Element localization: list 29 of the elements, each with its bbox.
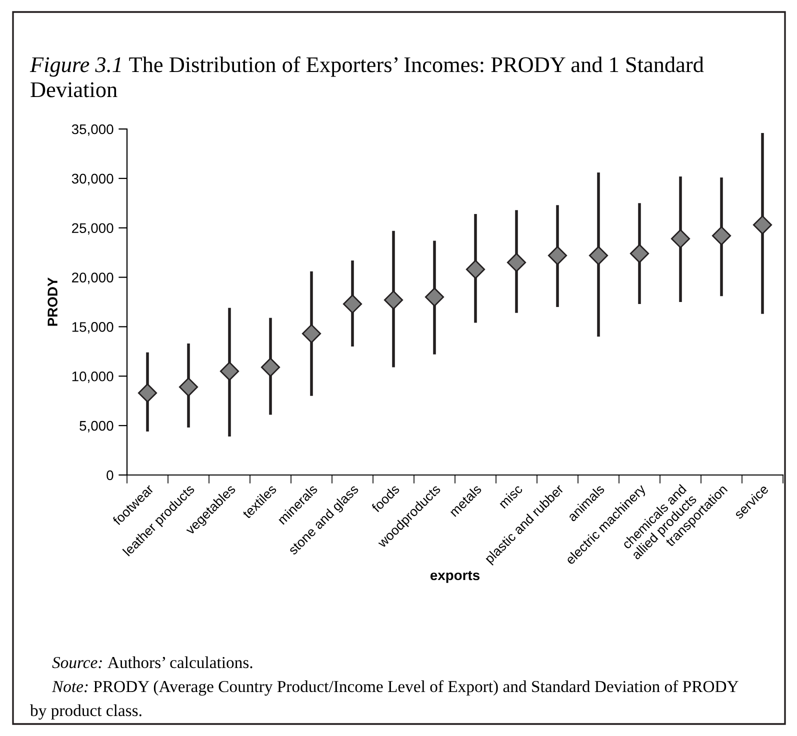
point (220, 362, 240, 381)
point (506, 252, 526, 272)
source-note: Source: Authors’ calculations. (52, 656, 252, 668)
point (712, 226, 732, 246)
point (342, 294, 362, 314)
y-tick-label: 25,000 (72, 223, 114, 235)
point (588, 246, 608, 266)
x-axis-title: exports (430, 570, 480, 583)
y-tick-label: 30,000 (72, 174, 114, 186)
y-tick-label: 5,000 (80, 420, 114, 432)
point (302, 324, 322, 344)
point (670, 229, 690, 248)
point (260, 358, 280, 377)
point (752, 215, 772, 234)
y-axis-title: PRODY (48, 278, 58, 326)
point (384, 290, 404, 310)
point (178, 377, 198, 397)
chart-title: Figure 3.1 The Distribution of Exporters’ Incomes: PRODY and 1 Standard Deviation (30, 56, 704, 98)
point (466, 260, 486, 279)
y-tick-label: 20,000 (72, 272, 114, 284)
point (630, 244, 650, 264)
y-tick-label: 15,000 (72, 322, 114, 334)
point (138, 383, 158, 402)
y-tick-label: 35,000 (72, 124, 114, 136)
text: Note: PRODY (Average Country Product/Income Level of Export) and Standard Deviation of PRODY by product class. (30, 680, 738, 720)
point (424, 288, 444, 307)
y-tick-label: 10,000 (72, 371, 114, 383)
point (548, 246, 568, 266)
y-tick-label: 0 (106, 470, 114, 480)
